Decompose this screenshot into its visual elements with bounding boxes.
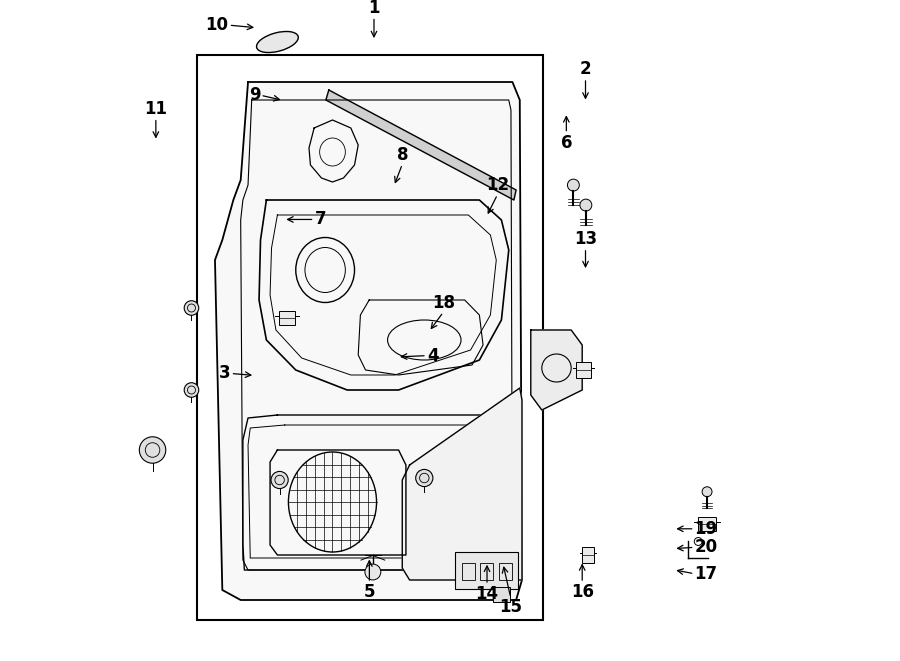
Polygon shape — [326, 90, 516, 200]
Text: 15: 15 — [500, 598, 522, 616]
Polygon shape — [531, 330, 582, 410]
Polygon shape — [215, 82, 522, 600]
Bar — [493, 587, 510, 602]
Text: 17: 17 — [695, 564, 717, 583]
Bar — [698, 517, 716, 531]
Circle shape — [184, 301, 199, 315]
Circle shape — [140, 437, 166, 463]
Text: 16: 16 — [571, 583, 594, 601]
Text: 13: 13 — [574, 230, 597, 248]
Circle shape — [365, 564, 381, 580]
Text: 8: 8 — [397, 146, 409, 164]
Bar — [582, 547, 594, 563]
Text: 10: 10 — [205, 16, 229, 34]
Text: 12: 12 — [486, 176, 509, 194]
Bar — [196, 55, 544, 620]
Circle shape — [184, 383, 199, 397]
Bar — [499, 563, 512, 580]
Text: 4: 4 — [427, 346, 438, 365]
Text: 14: 14 — [475, 585, 499, 603]
Polygon shape — [402, 388, 522, 580]
Text: 11: 11 — [144, 100, 167, 118]
Text: 9: 9 — [248, 86, 260, 104]
Circle shape — [567, 179, 580, 191]
Text: 2: 2 — [580, 60, 591, 78]
Text: 3: 3 — [219, 364, 230, 383]
Text: 1: 1 — [368, 0, 380, 17]
Circle shape — [416, 469, 433, 486]
Bar — [462, 563, 475, 580]
Text: 19: 19 — [695, 520, 717, 538]
Text: 7: 7 — [314, 210, 326, 229]
Circle shape — [702, 486, 712, 496]
Bar — [279, 311, 295, 325]
Text: 6: 6 — [561, 134, 572, 151]
Circle shape — [271, 471, 288, 488]
Text: 18: 18 — [432, 294, 454, 312]
Bar — [480, 563, 493, 580]
Ellipse shape — [256, 32, 298, 52]
Bar — [576, 362, 591, 378]
Circle shape — [580, 199, 592, 211]
Text: 20: 20 — [695, 538, 717, 557]
Bar — [455, 552, 517, 588]
Text: 5: 5 — [364, 583, 375, 601]
